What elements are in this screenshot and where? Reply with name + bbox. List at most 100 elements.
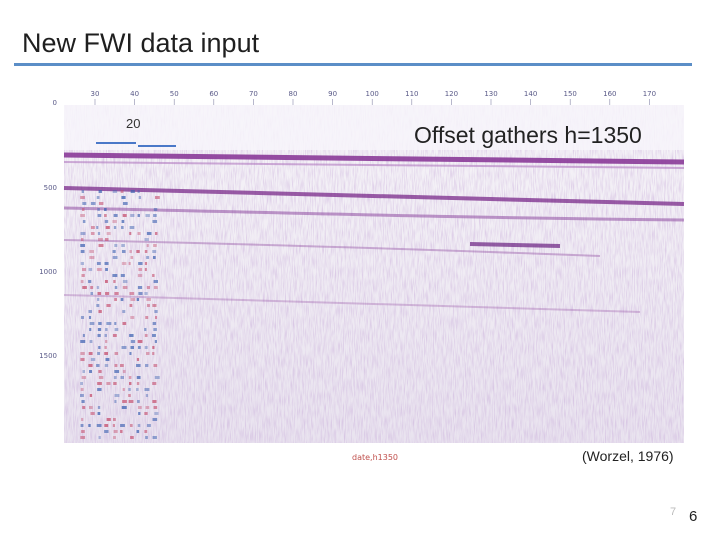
noise-dot	[80, 388, 84, 391]
citation: (Worzel, 1976)	[582, 448, 674, 464]
noise-dot	[130, 214, 135, 217]
noise-dot	[128, 400, 134, 403]
noise-dot	[144, 262, 148, 265]
noise-dot	[136, 430, 140, 433]
noise-dot	[145, 436, 148, 439]
trace-number-label: 20	[126, 116, 141, 131]
noise-dot	[113, 214, 118, 217]
noise-dot	[89, 394, 93, 397]
noise-dot	[88, 310, 92, 313]
x-tick-label: 30	[91, 90, 100, 98]
noise-dot	[97, 208, 100, 211]
noise-dot	[152, 334, 156, 337]
noise-dot	[82, 208, 85, 211]
noise-dot	[129, 352, 132, 355]
noise-dot	[80, 340, 86, 343]
noise-dot	[136, 250, 140, 253]
noise-dot	[82, 268, 86, 271]
noise-dot	[81, 400, 85, 403]
noise-dot	[105, 358, 110, 361]
noise-dot	[154, 232, 158, 235]
noise-dot	[128, 388, 131, 391]
noise-dot	[104, 208, 107, 211]
figure-caption: date,h1350	[352, 453, 399, 462]
noise-dot	[154, 340, 157, 343]
noise-dot	[88, 352, 93, 355]
noise-dot	[104, 214, 107, 217]
noise-dot	[129, 334, 134, 337]
noise-dot	[88, 316, 92, 319]
noise-dot	[121, 406, 127, 409]
noise-dot	[82, 286, 87, 289]
noise-dot	[98, 346, 101, 349]
noise-dot	[130, 346, 134, 349]
noise-dot	[114, 328, 119, 331]
noise-dot	[154, 316, 158, 319]
noise-dot	[136, 358, 140, 361]
noise-dot	[105, 268, 108, 271]
noise-dot	[136, 376, 141, 379]
y-tick-label: 1500	[40, 352, 57, 360]
noise-dot	[122, 370, 126, 373]
noise-dot	[81, 430, 85, 433]
noise-dot	[106, 418, 111, 421]
noise-dot	[121, 196, 126, 199]
noise-dot	[80, 394, 84, 397]
noise-dot	[144, 388, 150, 391]
noise-dot	[98, 370, 102, 373]
noise-dot	[120, 376, 124, 379]
noise-dot	[137, 274, 143, 277]
noise-dot	[80, 352, 85, 355]
noise-dot	[90, 358, 96, 361]
noise-dot	[137, 214, 140, 217]
noise-dot	[114, 286, 118, 289]
noise-dot	[105, 328, 108, 331]
reflector-3	[63, 239, 601, 257]
noise-dot	[80, 196, 85, 199]
noise-dot	[106, 232, 111, 235]
noise-dot	[152, 322, 157, 325]
noise-dot	[121, 220, 125, 223]
noise-dot	[153, 214, 157, 217]
noise-dot	[114, 364, 118, 367]
noise-dot	[89, 256, 95, 259]
noise-dot	[96, 226, 99, 229]
noise-dot	[145, 364, 149, 367]
noise-dot	[112, 190, 118, 193]
noise-dot	[113, 280, 116, 283]
noise-dot	[152, 382, 157, 385]
noise-dot	[138, 262, 143, 265]
page-number: 6	[689, 508, 698, 525]
near-offset-noise-traces	[80, 190, 160, 439]
noise-dot	[106, 382, 111, 385]
noise-dot	[112, 256, 118, 259]
noise-dot	[121, 262, 127, 265]
noise-dot	[120, 190, 124, 193]
noise-dot	[113, 376, 117, 379]
noise-dot	[137, 190, 140, 193]
noise-dot	[136, 298, 140, 301]
noise-dot	[104, 364, 109, 367]
noise-dot	[153, 208, 158, 211]
noise-dot	[104, 424, 109, 427]
noise-dot	[153, 286, 158, 289]
noise-dot	[146, 286, 150, 289]
noise-dot	[96, 268, 102, 271]
noise-dot	[130, 436, 134, 439]
noise-dot	[144, 238, 149, 241]
noise-dot	[137, 400, 140, 403]
noise-dot	[113, 226, 117, 229]
noise-dot	[122, 400, 127, 403]
noise-dot	[114, 298, 118, 301]
noise-dot	[104, 262, 109, 265]
noise-dot	[80, 238, 84, 241]
noise-dot	[128, 394, 131, 397]
noise-dot	[114, 322, 117, 325]
noise-dot	[144, 346, 148, 349]
noise-dot	[80, 232, 86, 235]
noise-dot	[122, 388, 125, 391]
reflector-1	[63, 186, 685, 206]
noise-dot	[81, 376, 87, 379]
noise-dot	[129, 292, 135, 295]
noise-dot	[129, 304, 133, 307]
